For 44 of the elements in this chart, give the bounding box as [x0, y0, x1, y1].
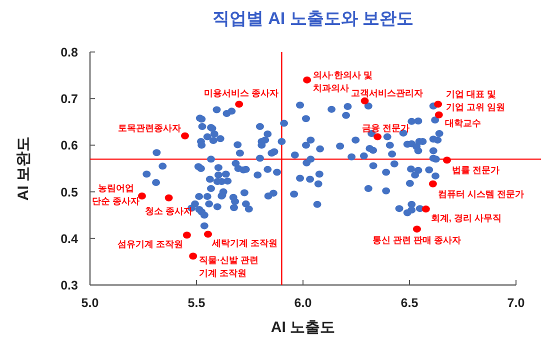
x-tick-label: 7.0: [507, 296, 525, 310]
annotation: 통신 관련 판매 종사자: [372, 235, 462, 246]
annotation: 회계, 경리 사무직: [430, 213, 502, 224]
annotation: 미용서비스 종사자: [204, 88, 278, 98]
point: [428, 180, 437, 188]
point: [434, 100, 442, 108]
annotation: 농림어업 단순 종사자: [92, 183, 140, 206]
ylabel: AI 보완도: [15, 136, 32, 201]
y-tick-label: 0.3: [60, 278, 78, 292]
point: [181, 132, 189, 140]
point: [422, 206, 430, 213]
x-tick-label: 5.5: [188, 296, 206, 310]
point: [442, 156, 451, 164]
y-tick-label: 0.7: [60, 92, 78, 106]
annotation: 세탁기계 조작원: [212, 238, 278, 248]
y-tick-label: 0.8: [60, 46, 78, 60]
point: [434, 111, 443, 118]
annotation: 금융 전문가: [362, 122, 410, 133]
x-tick-label: 6.5: [400, 296, 418, 310]
annotation: 대학교수: [444, 118, 481, 128]
point: [164, 194, 173, 202]
point: [303, 76, 312, 84]
annotation: 직물·신발 관련 기계 조작원: [199, 255, 259, 278]
annotation: 청소 종사자: [145, 206, 193, 216]
title: 직업별 AI 노출도와 보완도: [212, 9, 414, 28]
annotation: 기업 대표 및 기업 고위 임원: [446, 89, 506, 112]
y-tick-label: 0.5: [60, 185, 78, 200]
point: [412, 226, 421, 233]
y-tick-label: 0.6: [60, 138, 78, 153]
point: [189, 252, 198, 260]
annotation: 컴퓨터 시스템 전문가: [438, 188, 524, 199]
point: [360, 97, 369, 104]
x-tick-label: 5.0: [81, 296, 99, 310]
point: [374, 133, 382, 140]
point: [235, 100, 244, 108]
xlabel: AI 노출도: [270, 319, 336, 336]
x-tick-label: 6.0: [294, 296, 312, 310]
y-tick-label: 0.4: [60, 232, 78, 246]
point: [182, 232, 191, 239]
point: [138, 192, 146, 200]
annotation: 토목관련종사자: [118, 122, 181, 133]
annotation: 섬유기계 조작원: [117, 239, 183, 250]
point: [204, 230, 212, 238]
annotation: 법률 전문가: [452, 165, 500, 176]
